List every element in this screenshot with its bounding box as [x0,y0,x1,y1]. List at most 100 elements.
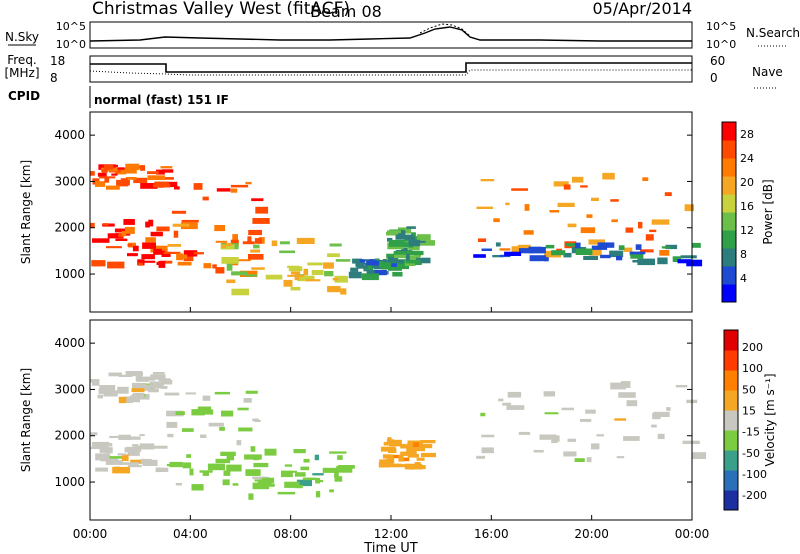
heatmap-cell-afternoon-lower-band [691,242,701,248]
heatmap-cell-evening-upper-band [125,177,137,180]
colorbar-tick-label: 8 [740,248,747,261]
heatmap-cell-evening-upper-scatter [136,376,149,382]
heatmap-cell-noon-patch-velocity [398,454,404,462]
heatmap-cell-dawn-band-velocity [252,482,270,490]
heatmap-cell-evening-ground-scatter [109,456,124,459]
heatmap-cell-dawn-band-velocity [245,469,261,476]
colorbar-tick-label: -50 [742,447,760,460]
heatmap-cell-post-3h-slant-band [215,267,225,274]
heatmap-cell-evening-E-region [141,254,155,260]
heatmap-cell-post-3h-slant-scatter [222,479,230,486]
heatmap-cell-dawn-band-velocity [226,455,235,461]
heatmap-cell-post-3h-slant-scatter [186,454,191,458]
heatmap-cell-midday-patch [357,266,368,269]
noise-left-tick-bottom: 10^0 [56,38,86,51]
heatmap-cell-afternoon-lower-band [575,248,593,255]
power-colorbar: 4 8 12 16 20 24 28 [721,121,754,303]
heatmap-cell-evening-upper-scatter [147,388,159,393]
heatmap-cell-afternoon-ground-scatter [507,391,522,398]
heatmap-cell-noon-patch [416,257,431,264]
heatmap-cell-midday-patch [391,263,397,267]
heatmap-cell-afternoon-lower-band [575,242,581,249]
heatmap-cell-evening-ground-scatter [127,451,140,456]
heatmap-cell-evening-ground-scatter [100,454,110,462]
heatmap-cell-noon-patch [388,256,399,263]
heatmap-cell-dawn-rising-band [221,245,227,249]
x-axis-label: Time UT [363,541,417,554]
heatmap-cell-evening-upper-band [125,163,140,170]
heatmap-cell-evening-ground-scatter [106,458,119,463]
heatmap-cell-post-3h-slant-scatter [245,390,258,394]
heatmap-cell-dawn-band-velocity [334,470,339,478]
heatmap-cell-afternoon-band [517,244,531,250]
heatmap-cell-post-3h-slant-band [212,264,217,269]
colorbar-swatch [724,470,738,491]
heatmap-cell-noon-patch-velocity [420,440,436,444]
heatmap-cell-afternoon-band [642,177,649,181]
heatmap-cell-post-3h-slant-scatter [208,422,224,427]
x-tick-label: 08:00 [273,527,308,541]
heatmap-cell-post-3h-slant-band [230,239,239,246]
heatmap-cell-evening-ground-scatter [123,436,141,440]
velocity-panel: 1000 2000 3000 4000 Slant Range [km] 200 100… [19,319,777,521]
heatmap-cell-dawn-band-velocity [315,491,321,498]
heatmap-cell-afternoon-ground-scatter [544,412,559,415]
heatmap-cell-afternoon-band [638,221,643,229]
heatmap-cell-evening-E-region [107,261,125,269]
heatmap-cell-post-3h-slant-scatter [202,470,209,476]
heatmap-cell-afternoon-lower-band [529,255,547,262]
y-tick-label: 4000 [54,336,85,350]
velocity-heatmap-cells [90,371,707,500]
heatmap-cell-afternoon-ground-scatter [652,412,661,420]
colorbar-swatch [722,140,736,159]
heatmap-cell-dawn-band-velocity [295,472,306,477]
heatmap-cell-afternoon-ground-scatter [623,436,640,441]
heatmap-cell-evening-ground-scatter [151,445,168,449]
heatmap-cell-post-3h-slant-band [230,188,238,193]
heatmap-cell-dawn-rising-band [283,279,293,287]
heatmap-cell-midday-patch [379,260,384,268]
heatmap-cell-afternoon-ground-scatter [610,382,626,390]
heatmap-cell-post-3h-slant-scatter [220,451,236,456]
colorbar-swatch [724,330,738,351]
heatmap-cell-evening-ground-scatter [127,465,142,468]
heatmap-cell-post-3h-slant-scatter [223,470,231,476]
heatmap-cell-evening-E-region [138,262,143,266]
heatmap-cell-evening-upper-scatter [153,382,164,389]
heatmap-cell-post-3h-slant-band [230,184,249,188]
heatmap-cell-afternoon-ground-scatter [480,412,486,417]
nave-label: Nave [752,65,783,79]
heatmap-cell-dawn-band-velocity [253,456,260,461]
heatmap-cell-evening-upper-scatter [164,392,180,396]
heatmap-cell-post-3h-slant-scatter [182,462,192,469]
heatmap-cell-dawn-rising-band [226,263,233,271]
colorbar-swatch [724,490,738,511]
heatmap-cell-afternoon-band [580,227,596,234]
heatmap-cell-post-3h-slant-scatter [199,470,213,473]
heatmap-cell-dawn-band-velocity [264,448,277,456]
heatmap-cell-afternoon-lower-band [657,257,668,265]
heatmap-cell-afternoon-band [659,250,670,256]
colorbar-swatch [724,450,738,471]
heatmap-cell-evening-ground-scatter [124,447,137,453]
colorbar-swatch [722,122,736,141]
heatmap-cell-post-3h-slant-scatter [237,407,249,411]
heatmap-cell-post-3h-slant-scatter [221,410,234,417]
heatmap-cell-evening-upper-band [157,177,174,180]
heatmap-cell-noon-patch-velocity [386,439,395,445]
heatmap-cell-afternoon-lower-band [583,255,598,260]
heatmap-cell-afternoon-ground-scatter [651,424,657,428]
cpid-label: CPID [8,89,40,103]
heatmap-cell-post-3h-slant-band [248,254,264,260]
heatmap-cell-afternoon-ground-scatter [579,418,592,422]
heatmap-cell-dawn-band-velocity [290,470,297,473]
heatmap-cell-post-3h-slant-scatter [202,395,211,401]
freq-left-tick-bottom: 8 [50,71,58,85]
heatmap-cell-evening-upper-band [104,177,110,183]
heatmap-cell-post-3h-slant-scatter [226,464,242,472]
freq-label-line1: Freq. [7,53,37,67]
heatmap-cell-dawn-rising-band [306,279,321,282]
heatmap-cell-evening-ground-scatter [140,458,152,465]
heatmap-cell-afternoon-ground-scatter [502,402,512,406]
heatmap-cell-midday-patch [392,271,403,277]
